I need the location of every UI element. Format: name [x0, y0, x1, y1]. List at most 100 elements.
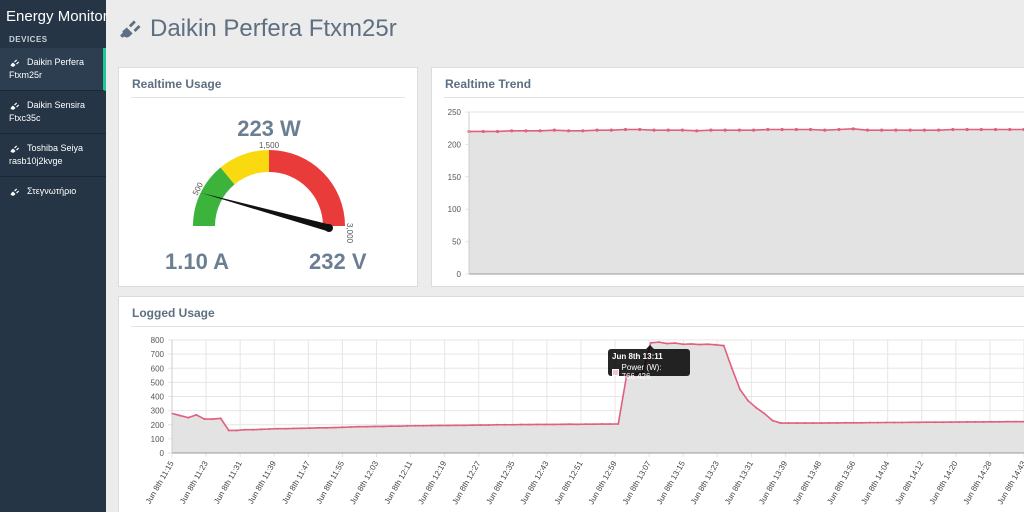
data-point [820, 422, 823, 425]
x-tick-label: Jun 8th 14:20 [928, 459, 960, 506]
data-point [894, 128, 898, 132]
data-point [836, 421, 839, 424]
x-tick-label: Jun 8th 12:43 [519, 459, 551, 506]
app-title[interactable]: Energy Monitor [6, 8, 108, 25]
gauge-band-green [193, 167, 235, 226]
data-point [808, 127, 813, 132]
y-tick-label: 500 [151, 378, 165, 387]
data-point [706, 343, 709, 346]
data-point [373, 425, 376, 428]
y-tick-label: 100 [151, 435, 165, 444]
data-point [203, 418, 206, 421]
x-tick-label: Jun 8th 12:51 [553, 459, 585, 506]
data-point [560, 423, 563, 426]
x-tick-label: Jun 8th 14:28 [962, 459, 994, 506]
divider [131, 97, 405, 98]
data-point [268, 427, 271, 430]
data-point [260, 428, 263, 431]
divider [444, 97, 1024, 98]
panel-title: Logged Usage [132, 306, 215, 320]
data-point [695, 129, 699, 133]
data-point [893, 421, 896, 424]
y-tick-label: 200 [151, 421, 165, 430]
x-tick-label: Jun 8th 11:47 [280, 459, 312, 505]
data-point [698, 343, 701, 346]
data-point [771, 419, 774, 422]
data-point [349, 426, 352, 429]
sidebar-item-daikin-perfera[interactable]: Daikin Perfera Ftxm25r [0, 48, 106, 91]
data-point [709, 128, 713, 132]
data-point [552, 128, 556, 132]
data-point [592, 423, 595, 426]
data-point [958, 421, 961, 424]
sidebar: Energy Monitor DEVICES Daikin Perfera Ft… [0, 0, 108, 512]
sidebar-item-label: Daikin Sensira [27, 100, 86, 110]
data-point [481, 129, 485, 134]
gauge-label-3000: 3,000 [345, 223, 354, 244]
gauge-needle [200, 192, 330, 232]
data-point [723, 128, 727, 132]
data-point [682, 343, 685, 346]
plug-icon [10, 59, 20, 67]
sidebar-item-label: Daikin Perfera [27, 57, 85, 67]
data-point [868, 421, 871, 424]
data-point [601, 423, 604, 426]
data-point [885, 421, 888, 424]
data-point [576, 423, 579, 426]
data-point [381, 425, 384, 428]
x-tick-label: Jun 8th 11:31 [212, 459, 244, 505]
data-point [780, 127, 784, 132]
series-line [469, 128, 1024, 133]
data-point [195, 413, 198, 416]
data-point [519, 423, 522, 426]
current-reading: 1.10 A [165, 249, 230, 274]
data-point [528, 423, 531, 426]
data-point [538, 129, 542, 133]
data-point [737, 128, 741, 132]
gauge-band-yellow [220, 150, 269, 185]
x-tick-label: Jun 8th 13:48 [791, 459, 823, 506]
data-point [917, 421, 920, 424]
data-point [317, 426, 320, 429]
sidebar-item-dryer[interactable]: Στεγνωτήριο [0, 177, 106, 217]
data-point [665, 342, 668, 345]
data-point [690, 342, 693, 345]
data-point [638, 127, 642, 132]
data-point [865, 128, 870, 132]
data-point [779, 422, 782, 425]
data-point [880, 128, 884, 132]
data-point [544, 423, 547, 426]
data-point [747, 399, 750, 402]
page-title: Daikin Perfera Ftxm25r [118, 12, 397, 46]
data-point [876, 421, 879, 424]
data-point [552, 423, 555, 426]
data-point [308, 427, 311, 430]
data-point [471, 424, 474, 427]
data-point [990, 420, 993, 423]
data-point [503, 423, 506, 426]
data-point [284, 427, 287, 430]
data-point [252, 428, 255, 431]
page-title-text: Daikin Perfera Ftxm25r [150, 15, 397, 42]
data-point [623, 127, 628, 132]
x-tick-label: Jun 8th 12:03 [348, 459, 380, 506]
data-point [536, 423, 539, 426]
data-point [219, 417, 222, 420]
plug-icon [10, 145, 20, 153]
data-point [982, 420, 985, 423]
tooltip-value: Power (W): 766.426 [621, 363, 662, 381]
data-point [993, 127, 998, 132]
x-tick-label: Jun 8th 11:39 [246, 459, 278, 505]
data-point [951, 127, 955, 132]
sidebar-item-daikin-sensira[interactable]: Daikin Sensira Ftxc35c [0, 91, 106, 134]
sidebar-item-toshiba-seiya[interactable]: Toshiba Seiya rasb10j2kvge [0, 134, 106, 177]
y-tick-label: 800 [151, 336, 165, 345]
sidebar-item-sublabel: Ftxm25r [9, 70, 43, 80]
data-point [455, 424, 457, 427]
realtime-usage-panel: Realtime Usage 223 W 500 1,500 3,000 1.1… [118, 67, 418, 287]
x-tick-label: Jun 8th 13:15 [655, 459, 687, 506]
gauge-band-red [269, 150, 345, 226]
data-point [666, 128, 670, 132]
data-point [625, 375, 628, 378]
